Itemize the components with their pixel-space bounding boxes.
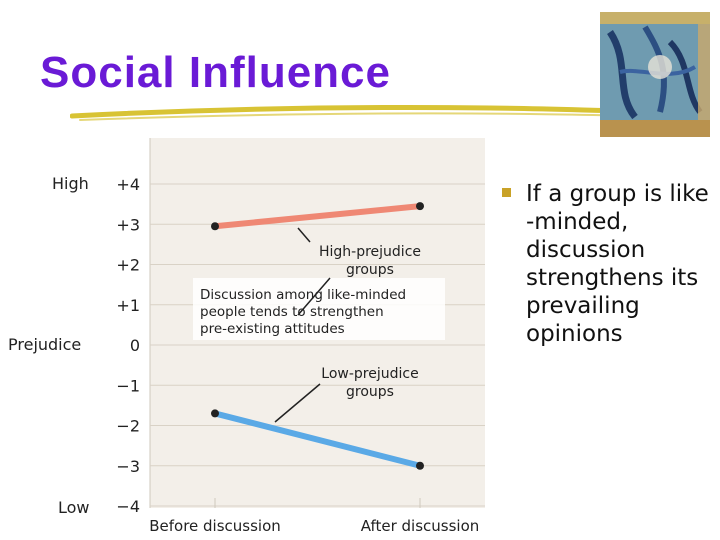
series-line-high-prejudice: [214, 203, 421, 230]
data-point: [416, 202, 424, 211]
annotation-line-1: Discussion among like-minded: [200, 287, 406, 303]
high-series-label-line-2: groups: [346, 262, 394, 278]
bullet-line-4: strengthens its: [526, 265, 699, 291]
high-series-pointer-line: [297, 227, 311, 243]
high-series-label-line-1: High-prejudice: [319, 244, 421, 260]
prejudice-chart: +4 +3 +2 +1 0 −1 −2 −3 −4 High Low Prejudice Bef…: [8, 138, 485, 535]
y-tick-label: +4: [116, 175, 140, 194]
bullet-item: If a group is like -minded, discussion s…: [500, 180, 720, 348]
low-series-label-line-1: Low-prejudice: [321, 366, 418, 382]
annotation-box: [193, 278, 445, 340]
y-end-label-high: High: [52, 174, 89, 193]
x-tick-label: After discussion: [361, 517, 480, 535]
low-series-label-line-2: groups: [346, 384, 394, 400]
bullet-line-6: opinions: [526, 321, 623, 347]
y-tick-label: −2: [116, 417, 140, 436]
y-end-label-low: Low: [58, 498, 90, 517]
data-point: [416, 461, 424, 470]
data-point: [211, 409, 219, 418]
bullet-line-2: -minded,: [526, 209, 629, 235]
y-tick-label: −3: [116, 457, 140, 476]
annotation-line-3: pre-existing attitudes: [200, 321, 345, 337]
x-tick-label: Before discussion: [149, 517, 281, 535]
square-bullet-icon: [502, 188, 511, 197]
y-tick-label: −4: [116, 497, 140, 516]
y-tick-label: +3: [116, 215, 140, 234]
y-tick-label: 0: [130, 336, 140, 355]
bullet-line-5: prevailing: [526, 293, 640, 319]
high-series-leader-line: [297, 277, 331, 316]
y-axis-label: Prejudice: [8, 335, 81, 354]
series-line-low-prejudice: [214, 410, 421, 469]
bullet-line-3: discussion: [526, 237, 646, 263]
book-cover-image: [600, 12, 710, 137]
y-tick-label: +2: [116, 256, 140, 275]
low-series-leader-line: [274, 383, 321, 423]
slide-title: Social Influence: [40, 48, 391, 97]
y-tick-label: −1: [116, 376, 140, 395]
bullet-line-1: If a group is like: [526, 181, 709, 207]
annotation-line-2: people tends to strengthen: [200, 304, 384, 320]
bullet-list: If a group is like -minded, discussion s…: [500, 180, 720, 348]
y-tick-label: +1: [116, 296, 140, 315]
data-point: [211, 222, 219, 231]
